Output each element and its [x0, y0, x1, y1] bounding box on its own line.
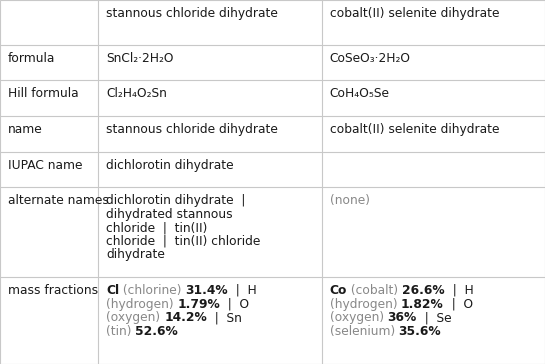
Text: Co: Co [330, 284, 347, 297]
Text: name: name [8, 123, 43, 136]
Text: Hill formula: Hill formula [8, 87, 78, 100]
Text: (chlorine): (chlorine) [119, 284, 186, 297]
Text: 36%: 36% [387, 311, 417, 324]
Text: 14.2%: 14.2% [164, 311, 207, 324]
Text: stannous chloride dihydrate: stannous chloride dihydrate [106, 123, 278, 136]
Text: IUPAC name: IUPAC name [8, 159, 82, 172]
Text: (oxygen): (oxygen) [330, 311, 387, 324]
Text: chloride  |  tin(II) chloride: chloride | tin(II) chloride [106, 235, 261, 248]
Text: (tin): (tin) [106, 325, 136, 338]
Text: Cl: Cl [106, 284, 119, 297]
Text: 52.6%: 52.6% [136, 325, 178, 338]
Text: |  H: | H [228, 284, 257, 297]
Text: alternate names: alternate names [8, 194, 109, 207]
Text: (none): (none) [330, 194, 370, 207]
Text: (oxygen): (oxygen) [106, 311, 164, 324]
Text: stannous chloride dihydrate: stannous chloride dihydrate [106, 7, 278, 20]
Text: mass fractions: mass fractions [8, 284, 98, 297]
Text: (selenium): (selenium) [330, 325, 399, 338]
Text: 26.6%: 26.6% [402, 284, 445, 297]
Text: Cl₂H₄O₂Sn: Cl₂H₄O₂Sn [106, 87, 167, 100]
Text: |  Sn: | Sn [207, 311, 242, 324]
Text: (cobalt): (cobalt) [347, 284, 402, 297]
Text: 31.4%: 31.4% [186, 284, 228, 297]
Text: |  O: | O [444, 297, 473, 310]
Text: dihydrated stannous: dihydrated stannous [106, 208, 233, 221]
Text: CoH₄O₅Se: CoH₄O₅Se [330, 87, 390, 100]
Text: |  H: | H [445, 284, 473, 297]
Text: chloride  |  tin(II): chloride | tin(II) [106, 221, 208, 234]
Text: 35.6%: 35.6% [399, 325, 441, 338]
Text: cobalt(II) selenite dihydrate: cobalt(II) selenite dihydrate [330, 7, 499, 20]
Text: formula: formula [8, 52, 56, 65]
Text: |  O: | O [220, 297, 250, 310]
Text: (hydrogen): (hydrogen) [106, 297, 178, 310]
Text: CoSeO₃·2H₂O: CoSeO₃·2H₂O [330, 52, 410, 65]
Text: |  Se: | Se [417, 311, 451, 324]
Text: SnCl₂·2H₂O: SnCl₂·2H₂O [106, 52, 174, 65]
Text: dihydrate: dihydrate [106, 249, 165, 261]
Text: 1.82%: 1.82% [401, 297, 444, 310]
Text: dichlorotin dihydrate: dichlorotin dihydrate [106, 159, 234, 172]
Text: dichlorotin dihydrate  |: dichlorotin dihydrate | [106, 194, 245, 207]
Text: 1.79%: 1.79% [178, 297, 220, 310]
Text: (hydrogen): (hydrogen) [330, 297, 401, 310]
Text: cobalt(II) selenite dihydrate: cobalt(II) selenite dihydrate [330, 123, 499, 136]
